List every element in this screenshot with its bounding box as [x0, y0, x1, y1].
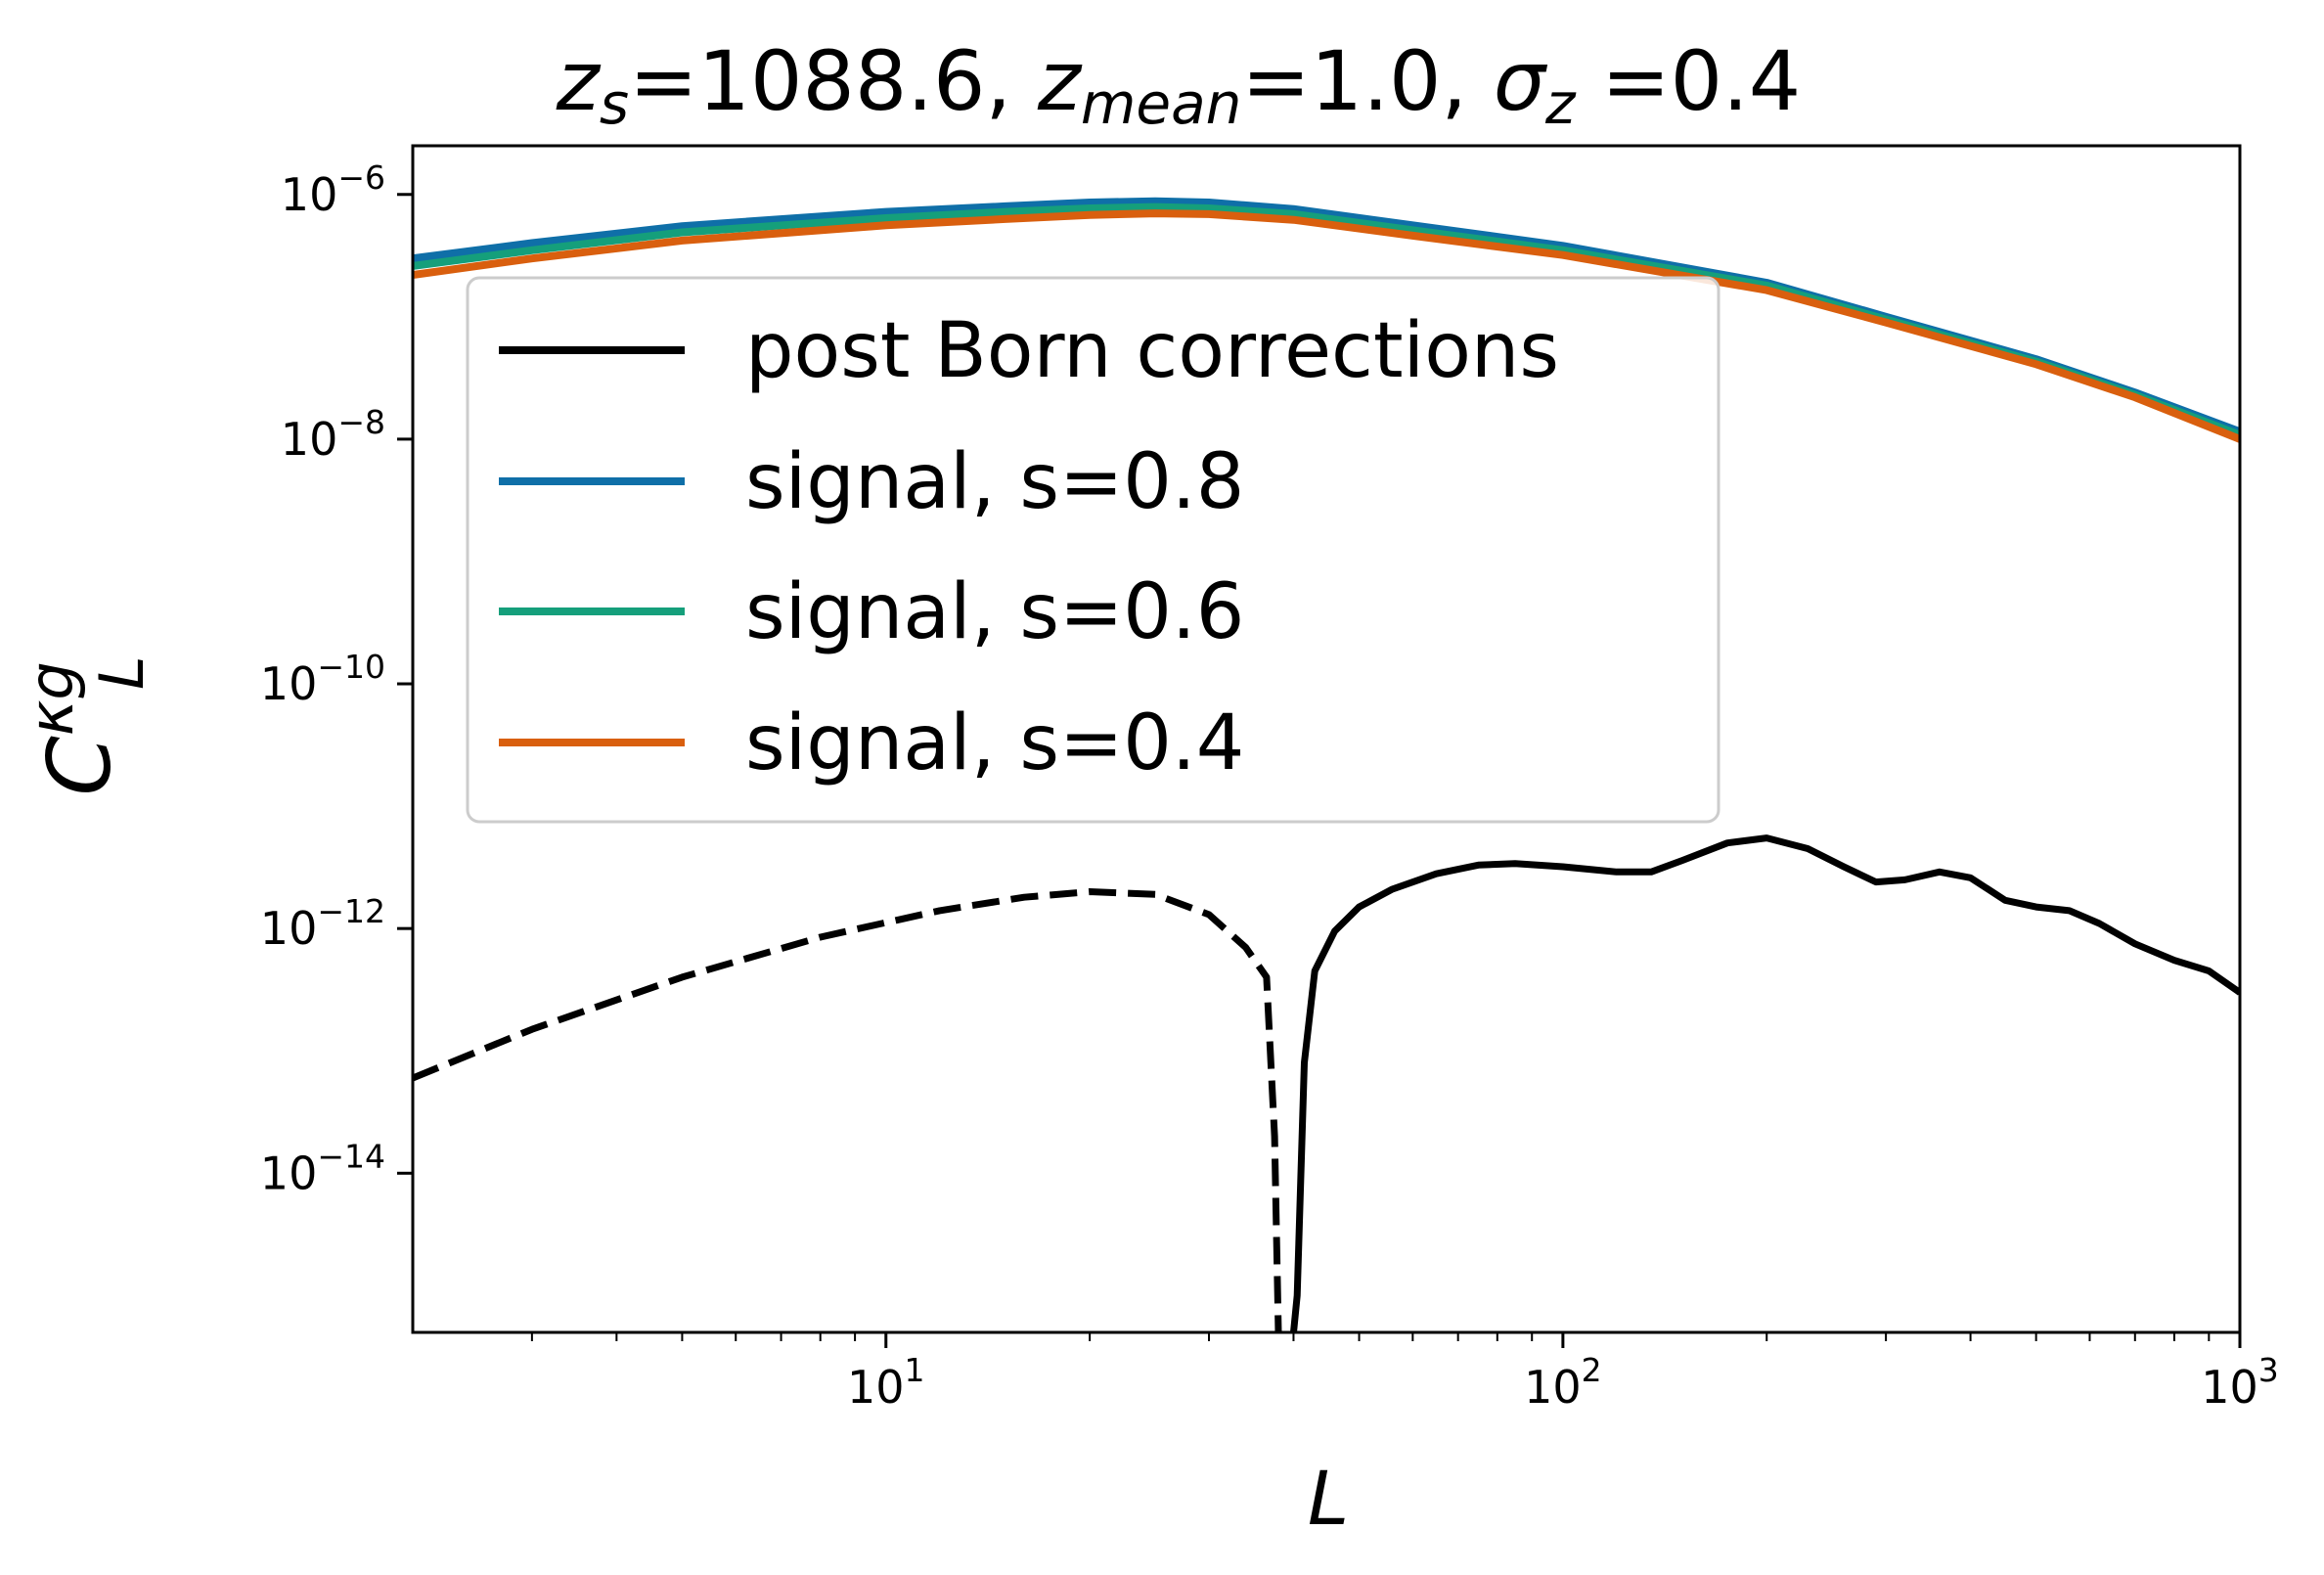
y-tick-label: 10−6 [281, 158, 385, 221]
axis-ticks: 101 102 103 10−6 10−8 10−10 10−12 10−14 [260, 158, 2279, 1414]
y-axis-label: Cκg L [16, 655, 157, 795]
legend-label-s04: signal, s=0.4 [745, 699, 1244, 788]
plot-area [413, 197, 2240, 1332]
legend: post Born corrections signal, s=0.8 sign… [466, 276, 1721, 824]
y-tick-label: 10−8 [281, 403, 385, 466]
chart-title: zs=1088.6, zmean=1.0, σz =0.4 [556, 33, 1801, 137]
y-tick-label: 10−14 [260, 1137, 385, 1199]
y-tick-label: 10−10 [260, 648, 385, 710]
svg-text:Cκg: Cκg [16, 661, 130, 795]
x-tick-label: 103 [2201, 1351, 2279, 1414]
x-tick-label: 102 [1524, 1351, 1602, 1414]
legend-box [466, 276, 1721, 824]
y-tick-label: 10−12 [260, 892, 385, 955]
legend-label-s06: signal, s=0.6 [745, 568, 1244, 656]
legend-label-s08: signal, s=0.8 [745, 438, 1244, 526]
x-axis-label: L [1308, 1455, 1349, 1542]
x-tick-label: 101 [847, 1351, 925, 1414]
legend-label-post-born: post Born corrections [745, 307, 1559, 395]
axes-frame [411, 144, 2242, 1334]
series-line-post-born-corrections-dashed [413, 888, 1282, 1332]
svg-text:L: L [86, 655, 157, 690]
series-line-signal-s-0-4-solid [413, 209, 2240, 443]
series-line-post-born-corrections-solid [1290, 834, 2240, 1332]
